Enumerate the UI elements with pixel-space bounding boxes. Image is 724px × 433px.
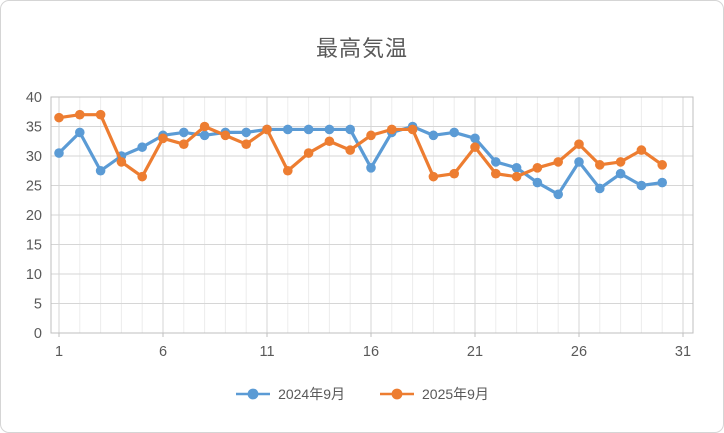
data-point-2024 [449, 127, 460, 138]
legend-label-2025: 2025年9月 [422, 386, 489, 402]
data-point-2025 [283, 165, 293, 176]
legend-label-2024: 2024年9月 [278, 386, 345, 402]
data-point-2025 [511, 171, 522, 182]
y-axis-label: 40 [26, 90, 42, 106]
data-point-2025 [158, 133, 168, 144]
data-point-2024 [574, 157, 584, 167]
chart-legend: 2024年9月 2025年9月 [1, 384, 723, 404]
legend-marker-2024-icon [236, 388, 271, 400]
data-point-2025 [345, 145, 356, 155]
data-point-2024 [179, 127, 189, 138]
y-axis-label: 35 [26, 120, 42, 136]
x-axis-label: 21 [467, 344, 483, 360]
x-axis-label: 6 [159, 344, 167, 360]
data-point-2024 [54, 148, 64, 158]
data-point-2025 [428, 171, 439, 182]
y-axis-label: 30 [26, 149, 42, 165]
y-axis-label: 15 [26, 238, 42, 254]
data-point-2024 [199, 130, 210, 141]
data-point-2024 [491, 157, 501, 167]
x-axis-label: 26 [571, 344, 587, 360]
data-point-2025 [137, 171, 147, 182]
y-axis-label: 10 [26, 267, 42, 283]
data-point-2025 [615, 157, 626, 167]
y-axis-label: 25 [26, 179, 42, 195]
legend-item-2024: 2024年9月 [235, 384, 345, 404]
data-point-2024 [636, 180, 647, 191]
data-point-2024 [241, 127, 251, 138]
data-point-2025 [470, 142, 480, 152]
data-point-2024 [595, 183, 605, 194]
data-point-2025 [262, 124, 272, 135]
data-point-2025 [636, 145, 647, 155]
data-point-2024 [324, 124, 335, 135]
data-point-2025 [491, 168, 501, 179]
y-axis-label: 20 [26, 208, 42, 224]
legend-item-2025: 2025年9月 [379, 384, 489, 404]
data-point-2024 [553, 189, 563, 200]
x-axis-label: 31 [675, 344, 691, 360]
legend-marker-2025-icon [380, 388, 414, 400]
data-point-2025 [179, 139, 189, 149]
data-point-2025 [303, 148, 314, 158]
data-point-2024 [615, 168, 626, 179]
data-point-2025 [366, 130, 376, 141]
data-point-2025 [54, 112, 64, 123]
data-point-2025 [324, 136, 335, 147]
data-point-2025 [241, 139, 251, 149]
data-point-2025 [387, 124, 397, 135]
data-point-2024 [95, 165, 106, 176]
plot-border [50, 96, 694, 334]
data-point-2025 [657, 160, 667, 170]
data-point-2025 [220, 130, 231, 141]
data-point-2024 [366, 163, 376, 173]
data-point-2025 [116, 157, 127, 167]
data-point-2024 [303, 124, 314, 135]
data-point-2024 [137, 142, 147, 152]
data-point-2025 [553, 157, 563, 167]
y-axis-label: 5 [34, 297, 42, 313]
x-axis-label: 1 [55, 344, 63, 360]
x-axis-label: 16 [363, 344, 379, 360]
chart-title: 最高気温 [315, 36, 408, 61]
data-point-2025 [199, 121, 210, 132]
data-point-2024 [470, 133, 480, 144]
data-point-2025 [532, 163, 543, 173]
data-point-2025 [95, 109, 106, 120]
data-point-2025 [75, 109, 85, 120]
data-point-2024 [75, 127, 85, 138]
data-point-2024 [657, 177, 667, 188]
y-axis-label: 0 [34, 326, 42, 342]
data-point-2024 [532, 177, 543, 188]
data-point-2025 [407, 124, 418, 135]
data-point-2024 [511, 163, 522, 173]
data-point-2025 [574, 139, 584, 149]
data-point-2024 [428, 130, 439, 141]
data-point-2025 [449, 168, 460, 179]
data-point-2025 [595, 160, 605, 170]
data-point-2024 [345, 124, 356, 135]
x-axis-label: 11 [259, 344, 274, 360]
data-point-2024 [283, 124, 293, 135]
